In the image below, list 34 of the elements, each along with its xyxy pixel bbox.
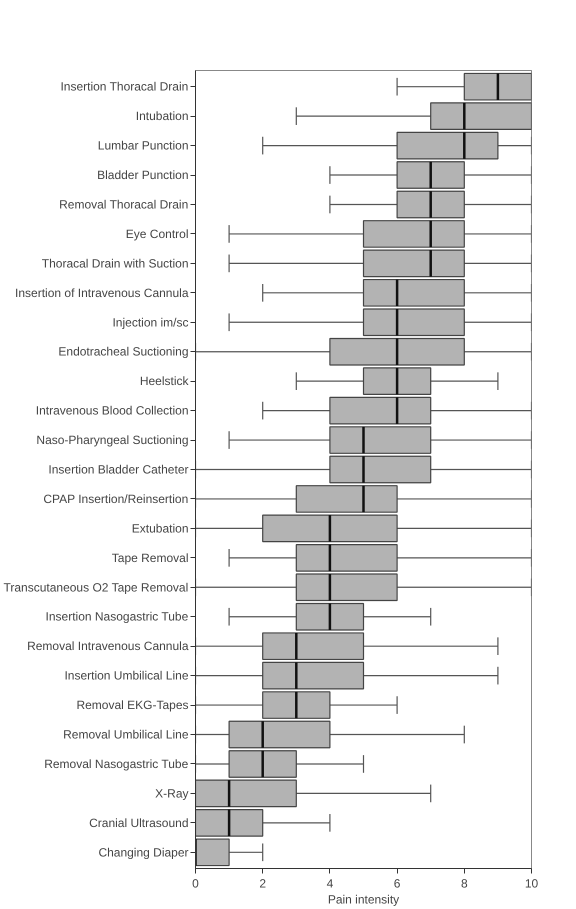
y-tick-label: Endotracheal Suctioning bbox=[58, 344, 189, 359]
y-tick-label: Insertion of Intravenous Cannula bbox=[15, 286, 189, 300]
y-tick-label: X-Ray bbox=[155, 786, 189, 800]
y-tick-label: Naso-Pharyngeal Suctioning bbox=[36, 433, 188, 448]
x-tick-label: 8 bbox=[460, 876, 468, 890]
y-tick-label: Bladder Punction bbox=[97, 168, 189, 182]
x-tick-label: 6 bbox=[394, 876, 401, 890]
y-tick-label: Cranial Ultrasound bbox=[89, 816, 189, 830]
y-tick-label: CPAP Insertion/Reinsertion bbox=[43, 492, 188, 506]
y-tick-label: Transcutaneous O2 Tape Removal bbox=[4, 580, 188, 594]
x-axis-title: Pain intensity bbox=[328, 892, 400, 906]
y-tick-label: Insertion Bladder Catheter bbox=[48, 462, 189, 476]
y-tick-label: Insertion Thoracal Drain bbox=[60, 80, 188, 94]
y-tick-label: Intubation bbox=[136, 109, 189, 124]
y-tick-label: Thoracal Drain with Suction bbox=[42, 256, 189, 270]
y-tick-label: Insertion Umbilical Line bbox=[64, 668, 189, 683]
y-tick-label: Injection im/sc bbox=[112, 315, 189, 330]
y-tick-label: Heelstick bbox=[140, 374, 190, 388]
y-tick-label: Extubation bbox=[132, 521, 189, 536]
y-tick-label: Insertion Nasogastric Tube bbox=[46, 610, 189, 624]
x-tick-label: 4 bbox=[326, 876, 334, 890]
y-tick-label: Eye Control bbox=[126, 226, 189, 241]
x-tick-label: 10 bbox=[524, 876, 538, 890]
x-tick-label: 0 bbox=[192, 876, 200, 890]
y-tick-label: Removal Umbilical Line bbox=[63, 728, 189, 742]
y-tick-label: Removal EKG-Tapes bbox=[76, 698, 189, 712]
y-tick-label: Tape Removal bbox=[112, 550, 189, 565]
y-tick-label: Lumbar Punction bbox=[98, 138, 189, 153]
x-tick-label: 2 bbox=[259, 876, 266, 890]
y-tick-label: Intravenous Blood Collection bbox=[36, 404, 189, 418]
y-tick-label: Removal Nasogastric Tube bbox=[44, 756, 189, 771]
y-tick-label: Removal Intravenous Cannula bbox=[27, 639, 189, 654]
y-tick-label: Removal Thoracal Drain bbox=[59, 197, 188, 212]
y-tick-label: Changing Diaper bbox=[98, 845, 189, 860]
